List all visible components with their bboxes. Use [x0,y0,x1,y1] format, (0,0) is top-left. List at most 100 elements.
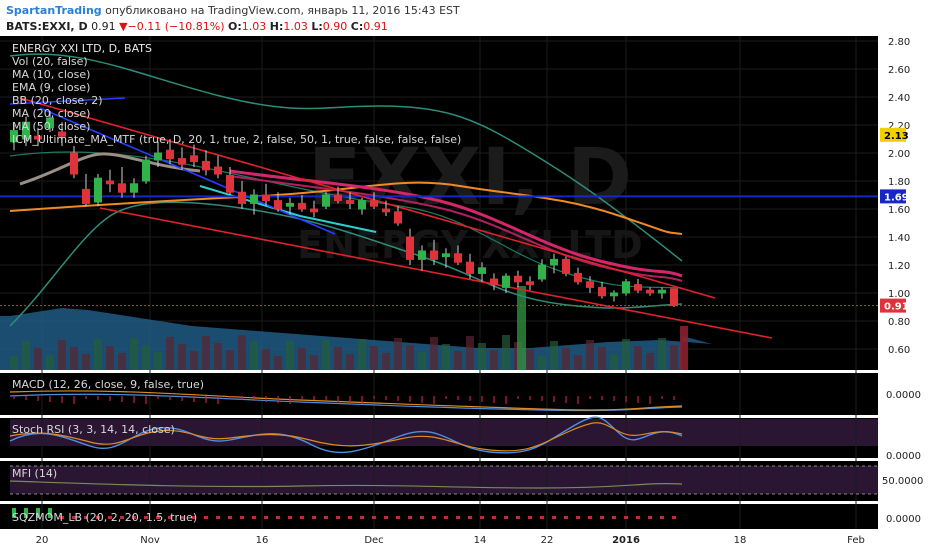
candle [166,139,174,165]
candle-body [358,200,366,210]
author-link[interactable]: SpartanTrading [6,4,102,17]
sqz-bar [600,516,604,519]
sqz-bar [504,516,508,519]
sqz-bar [348,516,352,519]
stoch-title: Stoch RSI (3, 3, 14, 14, close) [12,423,175,436]
sqz-title: SQZMOM_LB (20, 2, 20, 1.5, true) [12,511,197,524]
grid-lines [0,36,878,529]
ma50-line [9,181,683,235]
price-tick: 2.40 [888,93,910,104]
candle [238,181,246,209]
price-tick: 1.40 [888,233,910,244]
candlesticks [10,111,678,307]
macd-title: MACD (12, 26, close, 9, false, true) [12,378,204,391]
volume-bar [94,339,102,370]
price-axis[interactable] [878,36,932,529]
high-value: 1.03 [283,20,308,33]
volume-bar [598,347,606,370]
time-tick: Nov [140,535,160,546]
candle [178,147,186,170]
candle [478,262,486,282]
volume-bar [262,349,270,370]
candle [370,192,378,209]
legend-item: MA (50, close) [12,120,90,133]
volume-bar [490,350,498,370]
candle-body [178,158,186,165]
volume-bar [34,348,42,370]
candle-body [574,272,582,283]
volume-bar [394,338,402,370]
sqz-bar [168,516,172,519]
candle-body [622,281,630,294]
sqz-bar [24,508,28,518]
candle [562,256,570,277]
candle [106,169,114,193]
symbol-watermark: EXXI, D ENERGY XXI LTD [297,133,642,267]
badge-upper: 2.13 [884,131,909,142]
candle-body [118,183,126,193]
sqz-bar [420,516,424,519]
candle-body [238,191,246,204]
candle-body [430,250,438,260]
candle [46,111,54,132]
volume-bar [538,356,546,370]
candle [598,281,606,299]
sqz-bar [384,516,388,519]
sqz-bar [624,516,628,519]
candle [34,127,42,146]
price-chart[interactable]: EXXI, D ENERGY XXI LTD ENERGY XXI LTD, D… [0,36,932,550]
volume-bar [502,335,510,370]
candle [466,253,474,279]
sqz-bar [72,516,76,519]
candle [394,206,402,226]
candle-body [82,188,90,204]
volume-bar [298,348,306,370]
badge-hline-bg [880,189,906,204]
time-tick: 2016 [612,535,640,546]
price-tick: 0.60 [888,345,910,356]
candle-body [670,288,678,307]
candle [190,144,198,167]
open-label: O: [228,20,242,33]
sqz-bar [288,516,292,519]
sqz-bar [240,516,244,519]
macd-pane[interactable] [0,373,878,415]
volume-bar [286,341,294,370]
sqz-bar [312,516,316,519]
candle-body [370,200,378,207]
time-axis[interactable] [0,529,932,550]
macd-axis-label: 0.0000 [886,390,921,401]
candle-body [598,286,606,297]
sqz-bar [12,508,16,518]
legend-item: MA (20, close) [12,107,90,120]
candle-body [610,292,618,297]
candle-body [34,135,42,140]
candle [130,178,138,198]
sqz-bar [660,516,664,519]
candle-body [286,202,294,207]
candle-body [646,289,654,294]
ma-gray-line [19,152,201,186]
candle-body [634,284,642,291]
volume-bar [610,354,618,370]
candle [298,195,306,212]
candle [358,197,366,215]
sqz-bar [108,516,112,519]
volume-bar [466,336,474,370]
candle [646,287,654,296]
candle [418,245,426,271]
price-tick: 1.20 [888,261,910,272]
candle [586,276,594,293]
sqz-bar [372,516,376,519]
mfi-band [10,466,878,494]
candle-body [10,130,18,143]
candle-body [514,275,522,283]
volume-bar [346,354,354,370]
volume-bar [214,343,222,370]
candle-body [106,180,114,185]
volume-bar [82,354,90,370]
price-axis-labels: 2.80 2.60 2.40 2.20 2.00 1.80 1.60 1.40 1.20 1.00… [888,37,910,356]
candle [262,183,270,207]
candle-body [586,281,594,288]
candle [610,290,618,302]
